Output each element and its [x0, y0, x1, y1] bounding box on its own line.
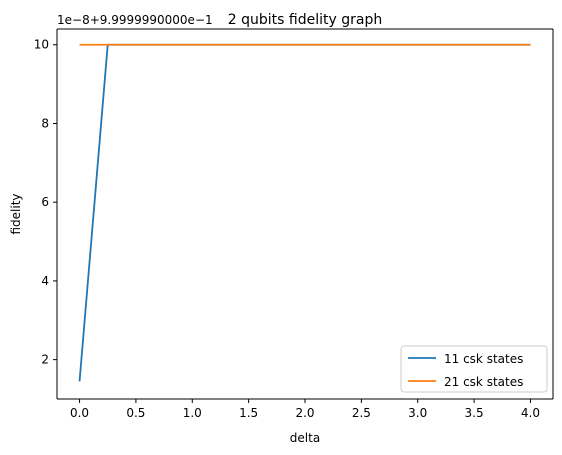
x-axis-ticks: 0.0 0.5 1.0 1.5 2.0 2.5 3.0 3.5 4.0 — [70, 399, 540, 420]
y-tick-label: 4 — [41, 274, 49, 288]
chart-title: 2 qubits fidelity graph — [228, 12, 382, 28]
x-axis-label: delta — [290, 431, 320, 445]
legend-box — [400, 345, 548, 393]
x-tick-label: 4.0 — [521, 406, 540, 420]
y-axis-label: fidelity — [9, 193, 23, 234]
plot-area: 0.0 0.5 1.0 1.5 2.0 2.5 3.0 3.5 4.0 2 4 6 8 10 — [34, 28, 554, 420]
x-tick-label: 1.0 — [183, 406, 202, 420]
y-axis-ticks: 2 4 6 8 10 — [34, 38, 57, 367]
plot-background — [57, 29, 553, 399]
legend-label-21-csk-states: 21 csk states — [444, 375, 523, 389]
y-tick-label: 10 — [34, 38, 49, 52]
y-tick-label: 2 — [41, 353, 49, 367]
x-tick-label: 3.0 — [408, 406, 427, 420]
x-tick-label: 2.0 — [295, 406, 314, 420]
y-offset-text: 1e−8+9.9999990000e−1 — [57, 13, 213, 27]
y-tick-label: 8 — [41, 116, 49, 130]
x-tick-label: 3.5 — [465, 406, 484, 420]
x-tick-label: 0.0 — [70, 406, 89, 420]
x-tick-label: 0.5 — [126, 406, 145, 420]
legend-label-11-csk-states: 11 csk states — [444, 352, 523, 366]
x-tick-label: 2.5 — [352, 406, 371, 420]
y-tick-label: 6 — [41, 195, 49, 209]
x-tick-label: 1.5 — [239, 406, 258, 420]
series-layer — [78, 43, 531, 382]
legend: 11 csk states 21 csk states — [400, 345, 548, 393]
